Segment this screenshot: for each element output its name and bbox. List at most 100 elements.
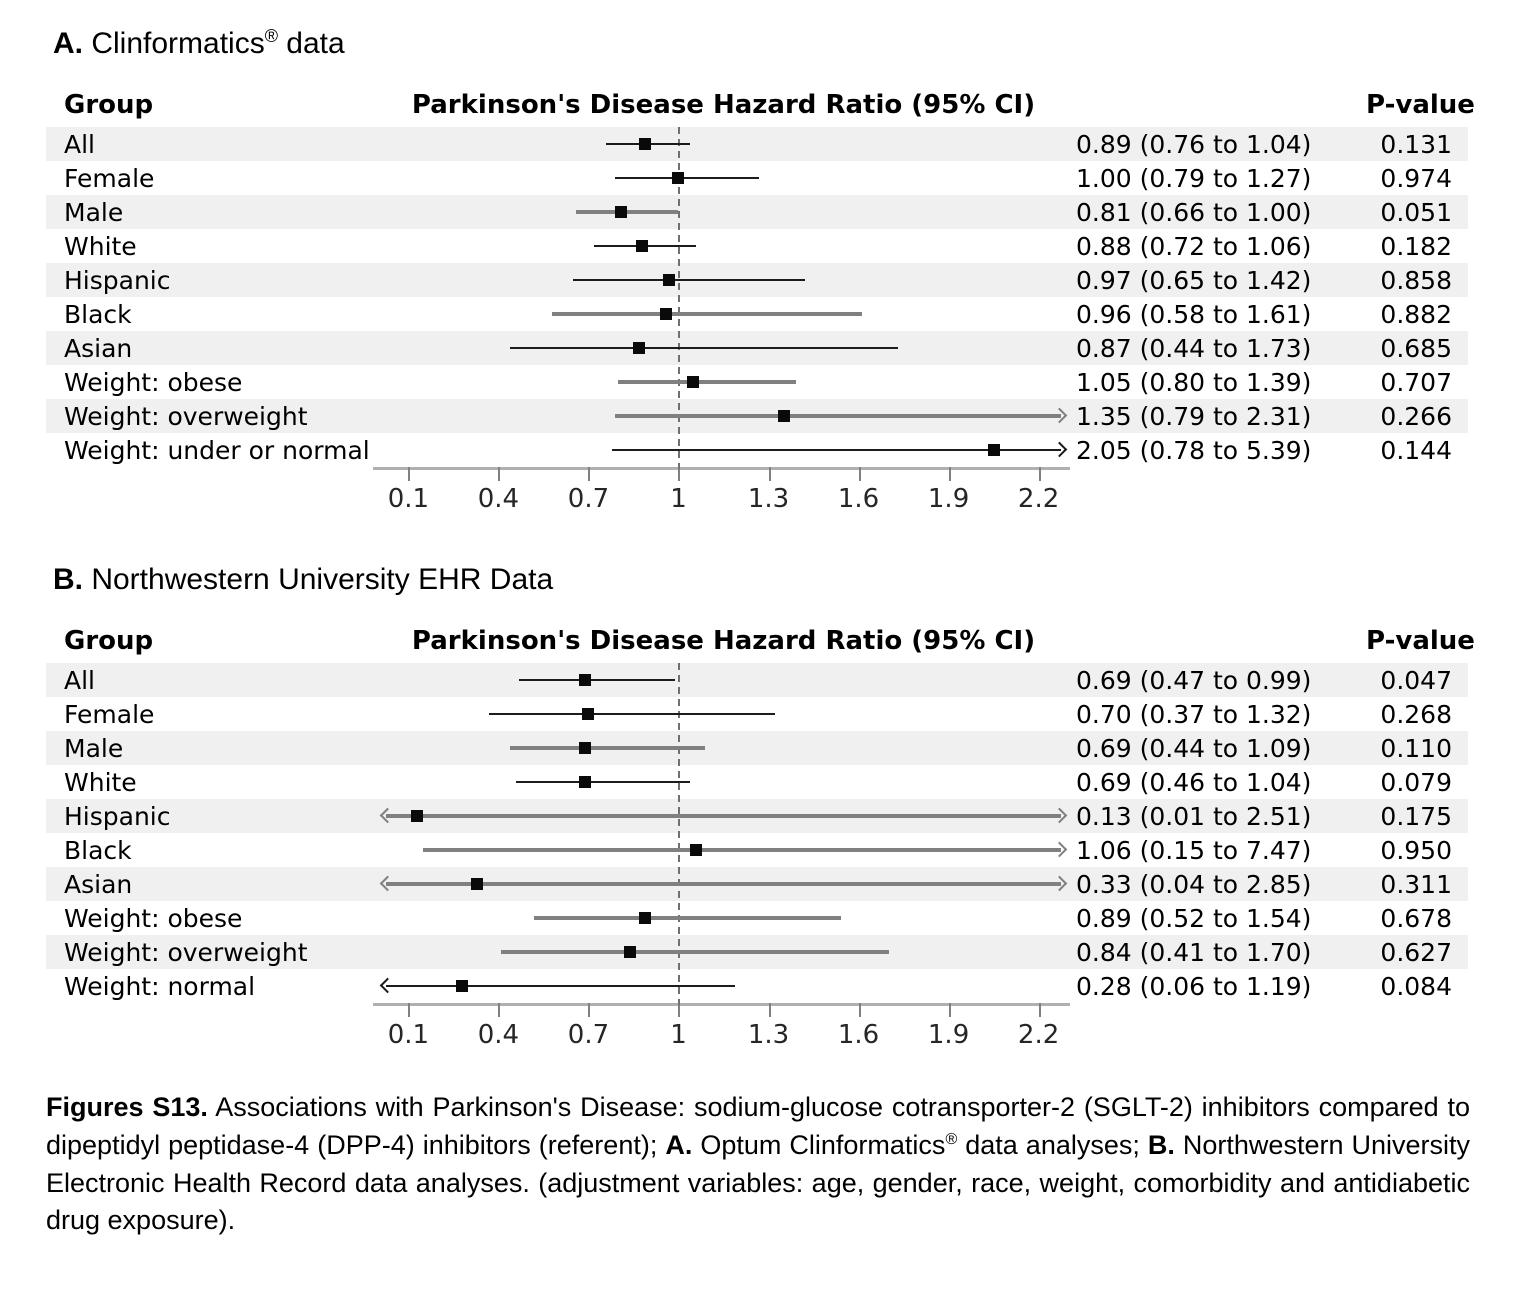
point-estimate-marker [987,444,1000,456]
confidence-interval-line [552,312,862,316]
forest-row: Weight: obese 0.89 (0.52 to 1.54) 0.678 [46,901,1468,935]
point-estimate-marker [615,206,628,218]
ci-plot-cell [381,765,1066,799]
confidence-interval-line [385,985,736,987]
table-header-row: Group Parkinson's Disease Hazard Ratio (… [46,621,1475,661]
point-estimate-marker [579,776,592,788]
ci-right-arrow-icon [1051,441,1068,458]
group-column-header: Group [64,90,154,120]
pvalue-column-header: P-value [1366,90,1475,120]
point-estimate-marker [411,810,424,822]
x-axis-tick [948,467,951,481]
pvalue-text: 0.144 [1380,435,1452,465]
hazard-ratio-text: 0.69 (0.46 to 1.04) [1076,767,1312,797]
x-axis-tick-label: 1.9 [927,1020,970,1050]
caption-text: data analyses; [957,1129,1148,1160]
confidence-interval-line [501,950,889,954]
forest-rows: All 0.89 (0.76 to 1.04) 0.131 Female 1.00 (0… [46,127,1468,523]
group-label: Female [64,699,155,729]
ci-plot-cell [381,663,1066,697]
forest-row: All 0.89 (0.76 to 1.04) 0.131 [46,127,1468,161]
ci-plot-cell [379,799,1068,833]
forest-row: Weight: under or normal 2.05 (0.78 to 5.3… [46,433,1468,467]
pvalue-text: 0.110 [1380,733,1452,763]
point-estimate-marker [687,376,700,388]
x-axis-tick [498,1003,501,1017]
ci-plot-cell [381,195,1066,229]
group-label: Asian [64,869,133,899]
point-estimate-marker [690,844,703,856]
forest-row: All 0.69 (0.47 to 0.99) 0.047 [46,663,1468,697]
group-label: Hispanic [64,265,171,295]
forest-row: White 0.88 (0.72 to 1.06) 0.182 [46,229,1468,263]
ci-left-arrow-icon [379,977,396,994]
x-axis-tick [678,1003,681,1017]
reference-line [678,127,681,469]
confidence-interval-line [510,746,706,750]
pvalue-text: 0.047 [1380,665,1452,695]
confidence-interval-line [489,713,775,715]
panel-title-text: Northwestern University EHR Data [83,563,554,596]
confidence-interval-line [423,848,1062,852]
ci-plot-cell [379,969,1066,1003]
pvalue-text: 0.079 [1380,767,1452,797]
x-axis-tick [588,1003,591,1017]
forest-row: Hispanic 0.13 (0.01 to 2.51) 0.175 [46,799,1468,833]
hazard-ratio-text: 0.87 (0.44 to 1.73) [1076,333,1312,363]
hazard-ratio-column-header: Parkinson's Disease Hazard Ratio (95% CI… [411,626,1036,656]
axis-row: 0.1 0.4 0.7 1 1.3 1.6 1.9 2.2 [46,1003,1468,1059]
x-axis-line [373,467,1070,470]
x-axis-tick [408,467,411,481]
forest-row: Weight: overweight 1.35 (0.79 to 2.31) 0.2… [46,399,1468,433]
x-axis-line [373,1003,1070,1006]
point-estimate-marker [672,172,685,184]
ci-plot-cell [381,697,1066,731]
x-axis-tick-label: 0.4 [477,1020,520,1050]
x-axis-tick [858,1003,861,1017]
forest-row: Weight: overweight 0.84 (0.41 to 1.70) 0.6… [46,935,1468,969]
confidence-interval-line [385,882,1062,886]
x-axis-tick-label: 2.2 [1017,1020,1060,1050]
point-estimate-marker [636,240,649,252]
panel-b-title: B. Northwestern University EHR Data [53,563,1468,597]
panel-title-text: ® [264,26,278,46]
x-axis-tick-label: 0.7 [567,1020,610,1050]
caption-text: A. [665,1129,693,1160]
point-estimate-marker [660,308,673,320]
ci-plot-cell [381,229,1066,263]
x-axis-tick [588,467,591,481]
ci-plot-cell [381,731,1066,765]
x-axis-tick-label: 0.1 [387,484,430,514]
ci-plot-cell [381,127,1066,161]
point-estimate-marker [624,946,637,958]
x-axis-tick [678,467,681,481]
hazard-ratio-text: 1.06 (0.15 to 7.47) [1076,835,1312,865]
x-axis-tick-label: 1.9 [927,484,970,514]
caption-text: ® [945,1130,958,1148]
axis-row: 0.1 0.4 0.7 1 1.3 1.6 1.9 2.2 [46,467,1468,523]
x-axis-tick-label: 1 [670,484,687,514]
group-label: All [64,665,95,695]
x-axis-tick-label: 0.7 [567,484,610,514]
hazard-ratio-text: 0.69 (0.47 to 0.99) [1076,665,1312,695]
ci-plot-cell [381,901,1066,935]
point-estimate-marker [456,980,469,992]
hazard-ratio-text: 1.05 (0.80 to 1.39) [1076,367,1312,397]
ci-right-arrow-icon [1051,407,1068,424]
point-estimate-marker [633,342,646,354]
hazard-ratio-text: 0.69 (0.44 to 1.09) [1076,733,1312,763]
group-label: Weight: under or normal [64,435,370,465]
x-axis-tick [408,1003,411,1017]
confidence-interval-line [573,279,805,281]
panel-title-text: A. [53,27,83,60]
pvalue-text: 0.685 [1380,333,1452,363]
hazard-ratio-text: 0.96 (0.58 to 1.61) [1076,299,1312,329]
forest-row: Weight: obese 1.05 (0.80 to 1.39) 0.707 [46,365,1468,399]
figure-caption: Figures S13. Associations with Parkinson… [46,1089,1470,1240]
pvalue-text: 0.084 [1380,971,1452,1001]
forest-row: Male 0.69 (0.44 to 1.09) 0.110 [46,731,1468,765]
ci-right-arrow-icon [1051,807,1068,824]
panel-title-text: Clinformatics [83,27,265,60]
forest-row: Male 0.81 (0.66 to 1.00) 0.051 [46,195,1468,229]
x-axis-tick-label: 1.3 [747,1020,790,1050]
